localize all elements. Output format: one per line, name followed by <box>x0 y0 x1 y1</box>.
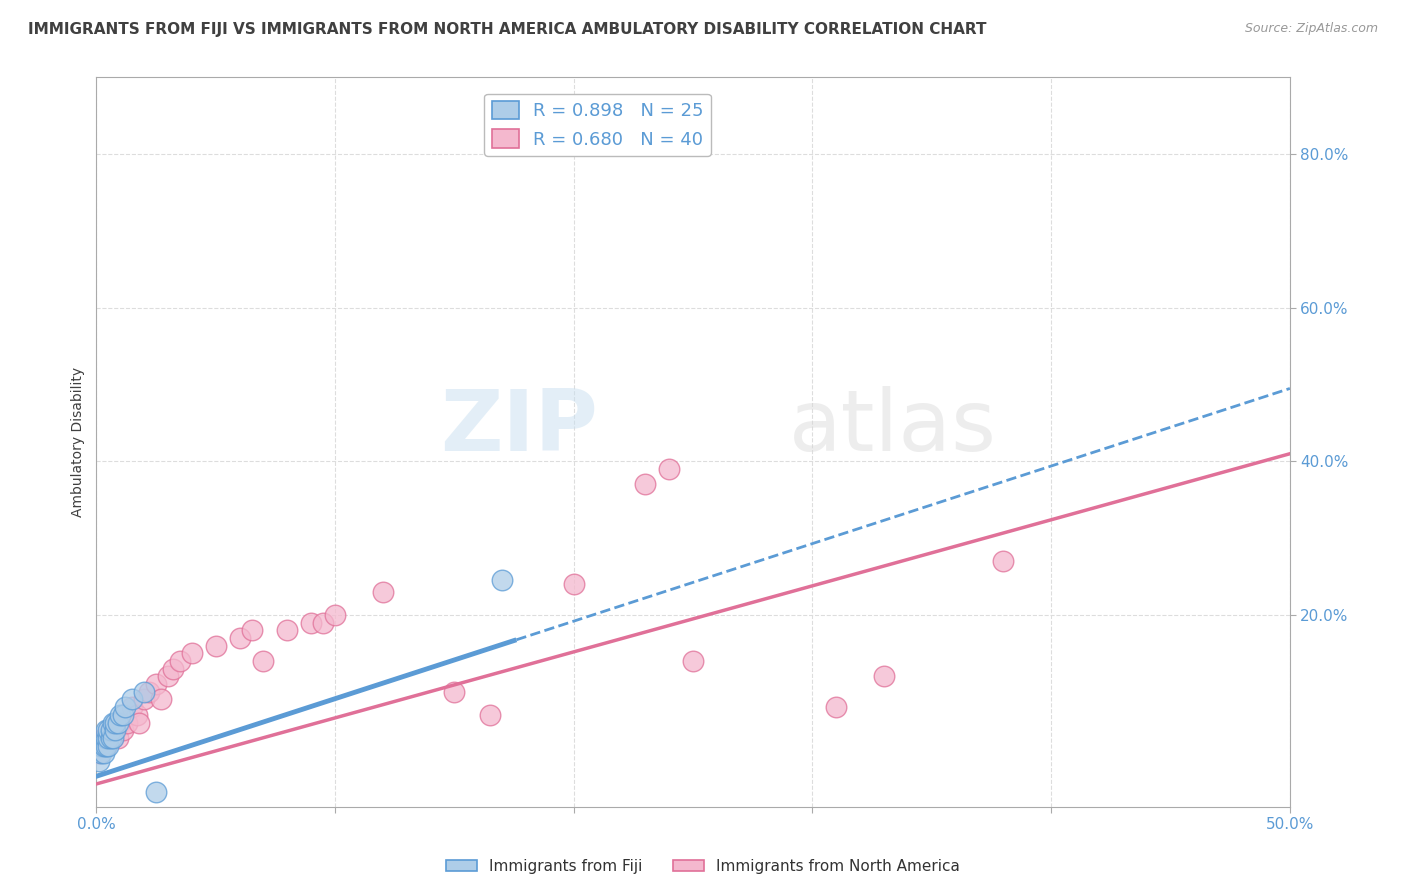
Point <box>240 624 263 638</box>
Point <box>276 624 298 638</box>
Point <box>145 784 167 798</box>
Point <box>111 723 134 738</box>
Legend: Immigrants from Fiji, Immigrants from North America: Immigrants from Fiji, Immigrants from No… <box>440 853 966 880</box>
Point <box>371 585 394 599</box>
Point <box>104 723 127 738</box>
Point <box>111 707 134 722</box>
Point <box>180 647 202 661</box>
Legend: R = 0.898   N = 25, R = 0.680   N = 40: R = 0.898 N = 25, R = 0.680 N = 40 <box>485 94 711 156</box>
Point <box>634 477 657 491</box>
Point <box>491 574 513 588</box>
Point <box>90 739 112 753</box>
Point <box>121 692 143 706</box>
Point <box>125 707 148 722</box>
Point <box>94 739 117 753</box>
Point <box>104 715 127 730</box>
Point <box>97 723 120 738</box>
Text: Source: ZipAtlas.com: Source: ZipAtlas.com <box>1244 22 1378 36</box>
Point <box>100 723 122 738</box>
Point <box>87 754 110 768</box>
Point <box>204 639 226 653</box>
Point <box>101 715 124 730</box>
Point <box>479 707 502 722</box>
Point <box>128 715 150 730</box>
Point <box>228 631 250 645</box>
Point <box>110 707 132 722</box>
Point <box>149 692 172 706</box>
Point <box>114 700 136 714</box>
Point <box>93 739 115 753</box>
Point <box>252 654 274 668</box>
Point <box>443 685 465 699</box>
Point <box>121 700 143 714</box>
Point <box>132 692 155 706</box>
Point <box>94 723 117 738</box>
Point <box>107 715 129 730</box>
Point <box>97 739 120 753</box>
Y-axis label: Ambulatory Disability: Ambulatory Disability <box>72 368 86 517</box>
Point <box>117 715 139 730</box>
Point <box>312 615 335 630</box>
Point <box>169 654 191 668</box>
Point <box>138 685 160 699</box>
Point <box>110 715 132 730</box>
Point <box>93 731 115 745</box>
Point <box>993 554 1015 568</box>
Point <box>94 739 117 753</box>
Point <box>101 731 124 745</box>
Point <box>100 723 122 738</box>
Point <box>873 669 896 683</box>
Point <box>156 669 179 683</box>
Point <box>132 685 155 699</box>
Point <box>104 723 127 738</box>
Point <box>658 462 681 476</box>
Point <box>90 746 112 760</box>
Point <box>562 577 585 591</box>
Text: atlas: atlas <box>789 386 997 469</box>
Point <box>90 739 112 753</box>
Point <box>87 746 110 760</box>
Point <box>97 731 120 745</box>
Point <box>107 731 129 745</box>
Point <box>93 746 115 760</box>
Point <box>94 731 117 745</box>
Point <box>145 677 167 691</box>
Point <box>101 731 124 745</box>
Point <box>825 700 848 714</box>
Point <box>323 607 346 622</box>
Point <box>299 615 322 630</box>
Text: IMMIGRANTS FROM FIJI VS IMMIGRANTS FROM NORTH AMERICA AMBULATORY DISABILITY CORR: IMMIGRANTS FROM FIJI VS IMMIGRANTS FROM … <box>28 22 987 37</box>
Point <box>100 731 122 745</box>
Point <box>682 654 704 668</box>
Text: ZIP: ZIP <box>440 386 598 469</box>
Point <box>162 662 184 676</box>
Point <box>97 731 120 745</box>
